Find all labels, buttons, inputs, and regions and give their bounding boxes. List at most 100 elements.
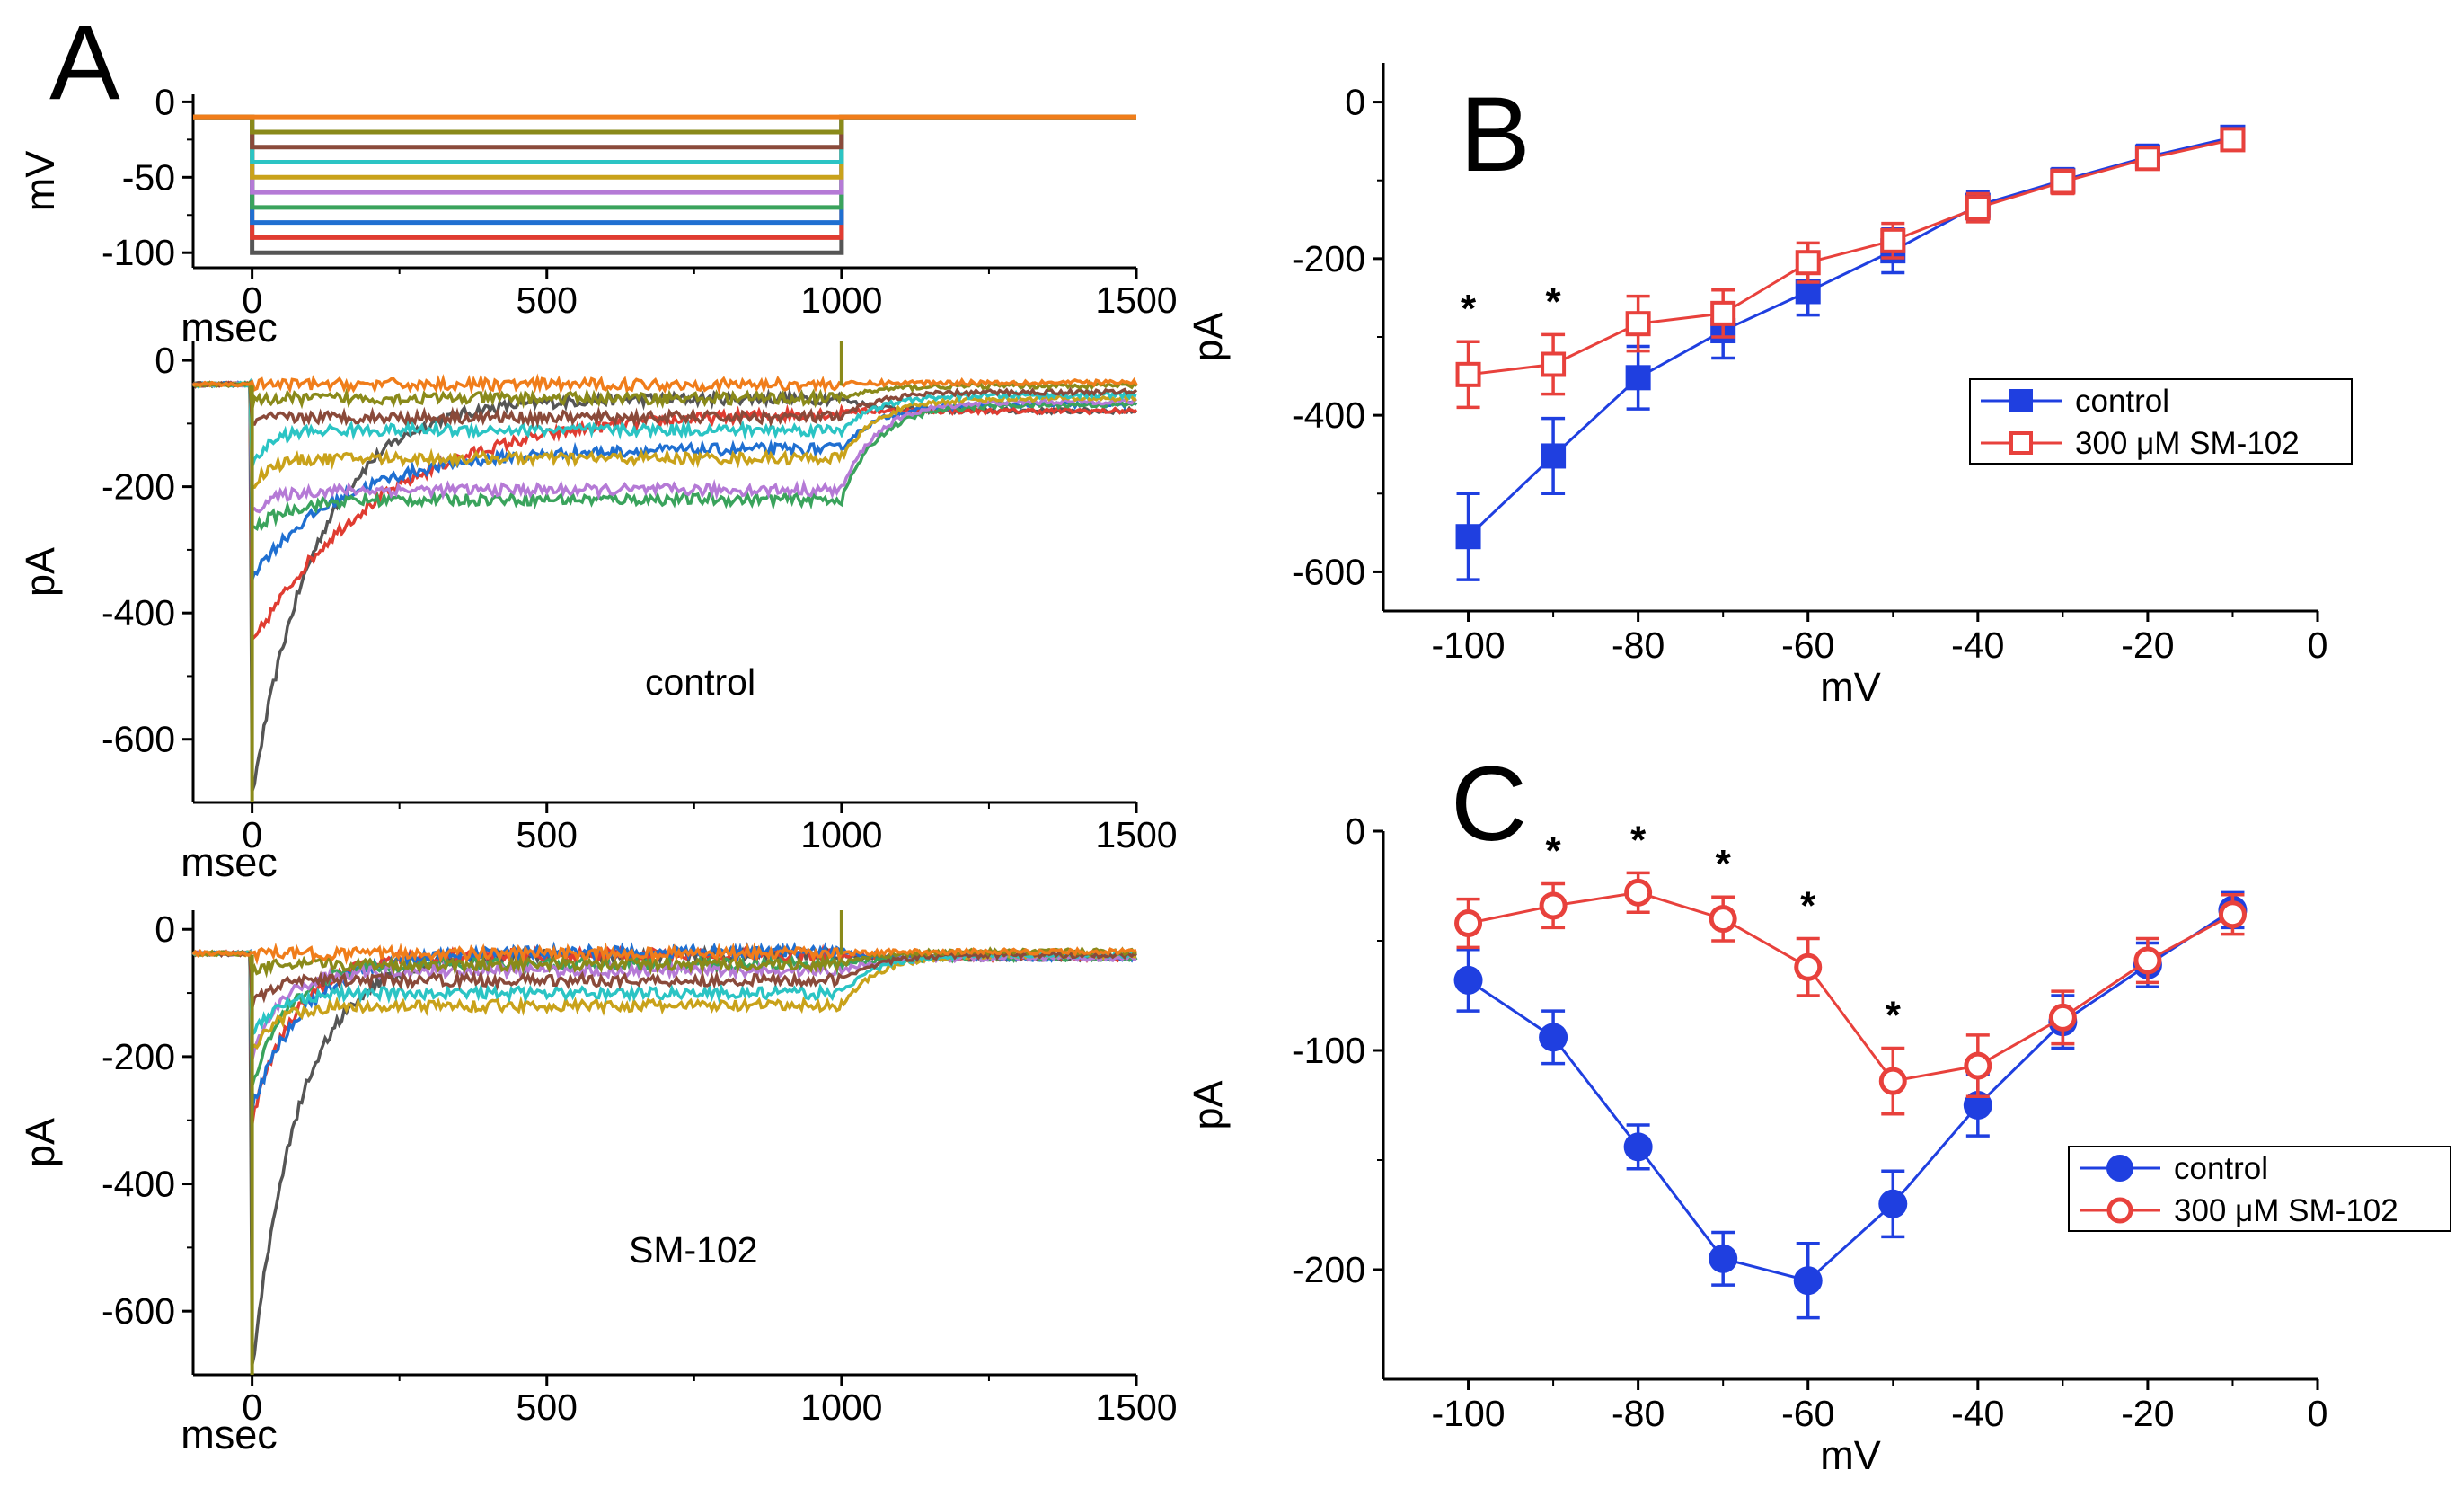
data-point-sm102 (2133, 946, 2162, 975)
sm102-current-traces-plot: 0 500 1000 1500 0 -200 -400 -600 msec pA (17, 908, 1178, 1457)
x-tick-label: 1500 (1095, 814, 1177, 855)
y-tick-label: -200 (1292, 238, 1365, 279)
x-tick-label: -20 (2121, 624, 2174, 666)
panel-letter-a: A (49, 4, 120, 122)
data-point-control (1878, 1189, 1908, 1218)
legend-marker-sm102 (2106, 1197, 2133, 1224)
x-tick-label: -100 (1432, 1393, 1506, 1434)
y-tick-label: 0 (1345, 82, 1365, 123)
voltage-step-trace--100 (193, 114, 1136, 255)
legend: control 300 μM SM-102 (1969, 378, 2353, 465)
x-tick-label: 500 (517, 279, 578, 321)
x-tick-label: 1500 (1095, 1386, 1177, 1428)
panel-letter-c: C (1451, 745, 1527, 864)
data-point-control (1623, 1132, 1653, 1162)
x-tick-label: 0 (242, 1386, 262, 1428)
data-point-sm102 (2218, 900, 2247, 929)
legend-marker-control (2009, 389, 2033, 412)
legend: control 300 μM SM-102 (2068, 1146, 2451, 1232)
significance-star: * (1800, 884, 1816, 928)
y-tick-label: 0 (155, 81, 175, 122)
data-point-control (1709, 1244, 1738, 1273)
voltage-step-trace--60 (193, 114, 1136, 195)
y-tick-label: -200 (1292, 1249, 1365, 1290)
y-tick-label: 0 (1345, 811, 1365, 852)
significance-star: * (1630, 818, 1647, 862)
data-point-control (1539, 1023, 1568, 1052)
data-point-control (1453, 965, 1483, 995)
data-point-sm102 (2048, 1003, 2077, 1032)
legend-marker-control (2106, 1155, 2133, 1182)
y-tick-label: -100 (102, 232, 175, 273)
x-tick-label: 500 (517, 814, 578, 855)
x-tick-label: -80 (1612, 624, 1665, 666)
current-trace--60 (192, 378, 1138, 514)
y-tick-label: -400 (1292, 394, 1365, 436)
data-point-control (1455, 524, 1481, 550)
x-tick-label: -40 (1951, 1393, 2004, 1434)
data-point-sm102 (1455, 361, 1481, 387)
current-trace--90 (191, 380, 1138, 643)
current-trace--90 (191, 943, 1137, 1125)
data-point-sm102 (1625, 311, 1651, 337)
significance-star: * (1461, 287, 1477, 331)
series-line-1 (1468, 137, 2233, 376)
data-point-sm102 (1880, 227, 1906, 253)
data-point-sm102 (2050, 169, 2076, 195)
data-point-sm102 (1710, 300, 1736, 326)
x-tick-label: 1000 (800, 1386, 882, 1428)
x-tick-label: 1000 (800, 279, 882, 321)
y-tick-label: -600 (102, 1290, 175, 1332)
y-axis-title: pA (17, 1118, 63, 1167)
y-axis-title: mV (17, 151, 63, 212)
data-point-sm102 (1878, 1067, 1907, 1095)
x-tick-label: 1500 (1095, 279, 1177, 321)
current-trace--70 (191, 950, 1138, 1087)
x-tick-label: 0 (2308, 1393, 2328, 1434)
series-line-1 (1468, 890, 2234, 1083)
data-point-sm102 (1541, 351, 1567, 377)
legend-box (1969, 378, 2353, 465)
x-axis-title: mV (1820, 1432, 1881, 1478)
y-axis-title: pA (1185, 312, 1231, 361)
x-tick-label: -100 (1432, 624, 1506, 666)
current-trace--40 (192, 377, 1137, 467)
x-axis-title: mV (1820, 664, 1881, 710)
current-trace--10 (192, 373, 1138, 395)
series-line-0 (1467, 136, 2233, 538)
significance-star: * (1886, 994, 1902, 1038)
data-point-sm102 (2134, 146, 2160, 172)
x-tick-label: -20 (2121, 1393, 2174, 1434)
y-tick-label: -200 (102, 1036, 175, 1077)
y-tick-label: -400 (102, 592, 175, 633)
legend-box (2068, 1146, 2451, 1232)
y-axis-title: pA (1185, 1080, 1231, 1129)
legend-label-1: 300 μM SM-102 (2075, 426, 2300, 461)
sm102-trace-label: SM-102 (629, 1229, 758, 1271)
y-tick-label: -100 (1292, 1030, 1365, 1071)
data-point-sm102 (1709, 905, 1737, 934)
x-tick-label: 500 (517, 1386, 578, 1428)
significance-star: * (1546, 279, 1562, 323)
y-axis-title: pA (17, 547, 63, 597)
y-tick-label: -200 (102, 466, 175, 508)
y-tick-label: -50 (122, 156, 175, 198)
data-point-sm102 (1964, 1051, 1992, 1080)
data-point-sm102 (1795, 250, 1821, 276)
y-tick-label: 0 (155, 908, 175, 950)
current-trace--30 (191, 380, 1138, 429)
current-trace--10 (191, 942, 1137, 966)
data-point-control (1963, 1091, 1992, 1120)
x-axis-title: msec (181, 305, 278, 350)
y-tick-label: 0 (155, 340, 175, 381)
x-tick-label: -80 (1612, 1393, 1665, 1434)
current-trace--50 (191, 379, 1137, 490)
y-tick-label: -600 (1292, 551, 1365, 592)
x-tick-label: 0 (2308, 624, 2328, 666)
voltage-step-trace--20 (193, 114, 1136, 135)
legend-label-0: control (2075, 384, 2169, 419)
current-trace--30 (192, 949, 1138, 1009)
legend-marker-sm102 (2009, 431, 2033, 455)
